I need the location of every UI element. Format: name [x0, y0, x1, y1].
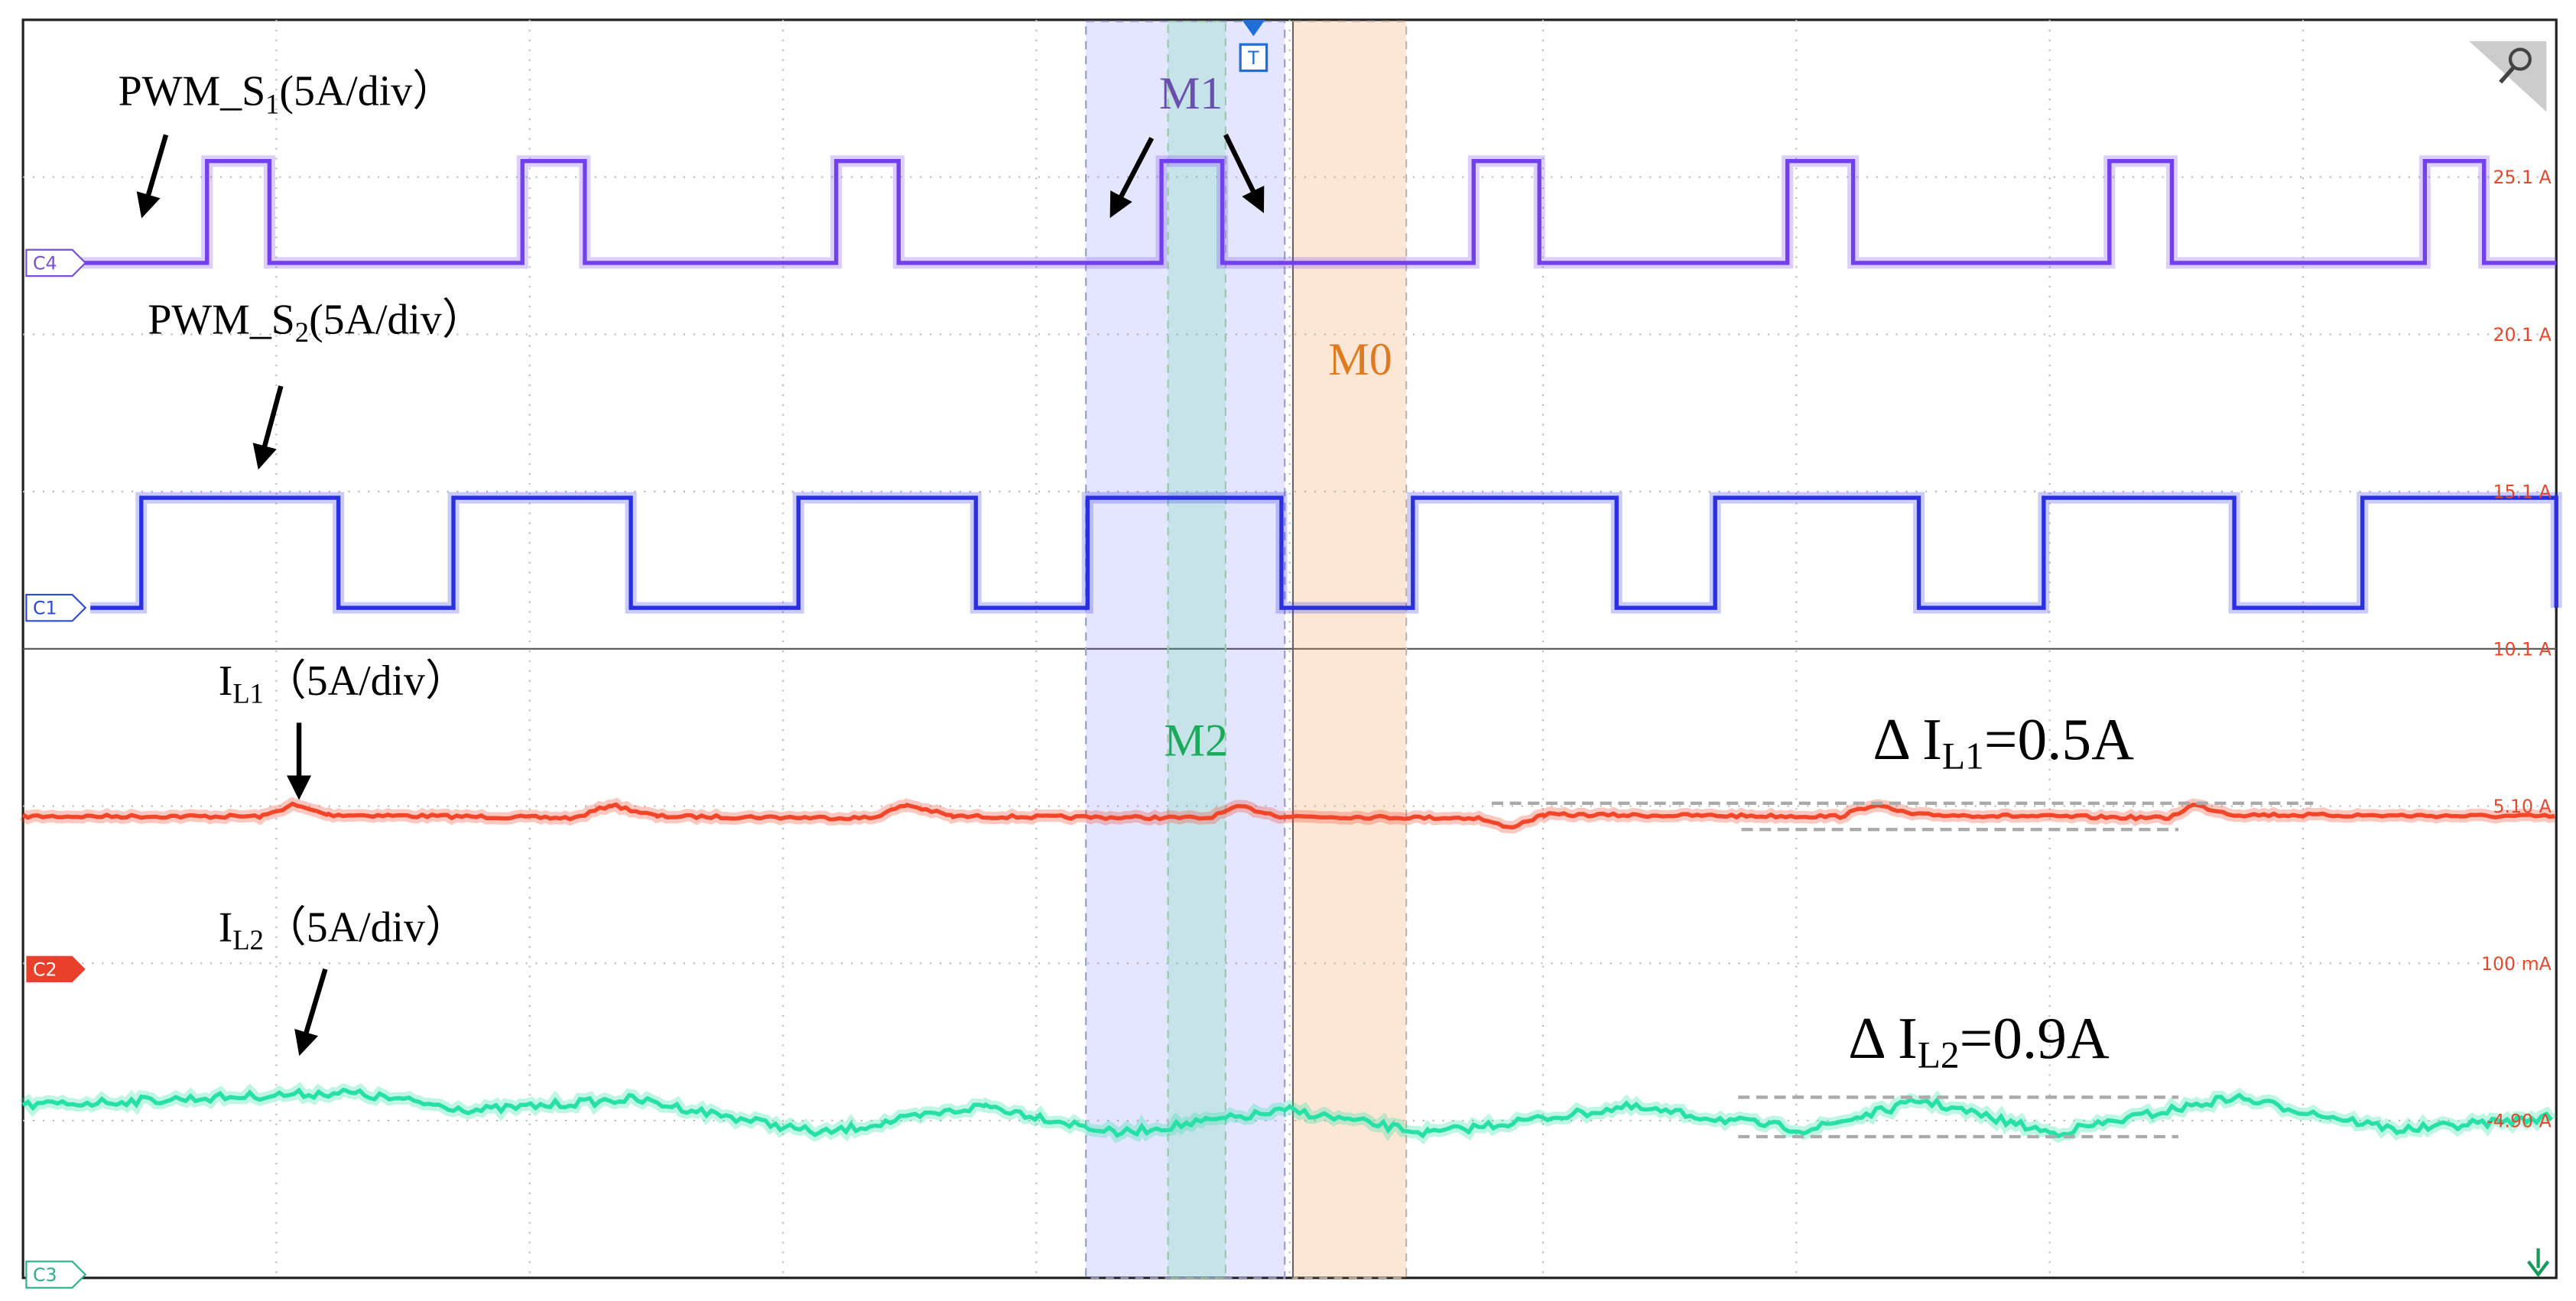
scale-label: 25.1 A — [2493, 167, 2551, 188]
arrow — [1223, 133, 1265, 213]
waveform — [21, 1087, 2553, 1139]
label-sub: 1 — [265, 88, 279, 119]
zoom-handle — [2499, 66, 2516, 84]
il1-label: IL1（5A/div） — [219, 657, 468, 709]
c2-tag[interactable] — [26, 955, 86, 983]
m0-label: M0 — [1328, 334, 1392, 385]
pwm-s2-label: PWM_S2(5A/div） — [148, 296, 484, 348]
label-sub: 2 — [295, 316, 309, 348]
c2-label: C2 — [33, 959, 57, 980]
label-rest: =0.9A — [1960, 1005, 2110, 1071]
channel-tags: C4 C1 C2 C3 — [25, 248, 87, 1289]
m1-region — [1085, 21, 1286, 1279]
trigger-marker — [1242, 19, 1265, 37]
scale-labels: 25.1 A 20.1 A 15.1 A 10.1 A 5.10 A 100 mA -4.9… — [2481, 167, 2552, 1131]
scale-label: 100 mA — [2481, 953, 2552, 975]
m1-label: M1 — [1159, 68, 1223, 119]
m2-label: M2 — [1164, 715, 1228, 767]
label-sub: L1 — [232, 678, 264, 709]
arrows — [136, 133, 1265, 1056]
arrow — [294, 968, 328, 1056]
scale-label: -4.90 A — [2487, 1111, 2552, 1132]
waveform — [90, 495, 2558, 610]
c1-label: C1 — [33, 598, 57, 619]
waveform — [21, 801, 2555, 830]
c1-tag[interactable] — [25, 593, 87, 622]
m0-region — [1291, 21, 1408, 1279]
label-main: I — [219, 904, 233, 951]
scale-label: 20.1 A — [2493, 324, 2551, 346]
pwm-s1-label: PWM_S1(5A/div） — [119, 68, 455, 120]
scale-label: 5.10 A — [2493, 796, 2551, 817]
label-main: Δ I — [1873, 706, 1942, 772]
trigger-label: T — [1247, 47, 1259, 69]
label-rest: （5A/div） — [264, 904, 468, 951]
arrow — [252, 385, 284, 470]
scale-label: 15.1 A — [2493, 482, 2551, 503]
c3-tag[interactable] — [25, 1260, 87, 1289]
trigger-box — [1239, 43, 1269, 73]
label-main: Δ I — [1848, 1005, 1918, 1071]
label-rest: (5A/div） — [309, 296, 485, 343]
label-rest: (5A/div） — [279, 68, 455, 115]
label-sub: L2 — [1918, 1034, 1960, 1076]
label-sub: L1 — [1942, 735, 1984, 777]
label-main: I — [219, 657, 233, 705]
grid — [23, 19, 2557, 1278]
arrow — [1109, 137, 1155, 219]
label-rest: =0.5A — [1984, 706, 2134, 772]
waveforms — [19, 155, 2562, 1145]
zoom-glass — [2508, 47, 2532, 71]
delta-il1-label: Δ IL1=0.5A — [1873, 706, 2134, 777]
m2-region — [1167, 21, 1226, 1279]
waveform — [39, 159, 2557, 265]
label-rest: （5A/div） — [264, 657, 468, 705]
scroll-indicator — [2526, 1248, 2550, 1278]
scale-label: 10.1 A — [2493, 638, 2551, 660]
c4-label: C4 — [33, 253, 57, 274]
c4-tag[interactable] — [25, 248, 87, 277]
il2-label: IL2（5A/div） — [219, 904, 468, 955]
label-main: PWM_S — [148, 296, 294, 343]
delta-il2-label: Δ IL2=0.9A — [1848, 1005, 2110, 1076]
c3-label: C3 — [33, 1264, 57, 1286]
arrow — [136, 134, 169, 219]
label-sub: L2 — [232, 924, 264, 955]
ripple-guides — [1491, 801, 2314, 1139]
label-main: PWM_S — [119, 68, 265, 115]
